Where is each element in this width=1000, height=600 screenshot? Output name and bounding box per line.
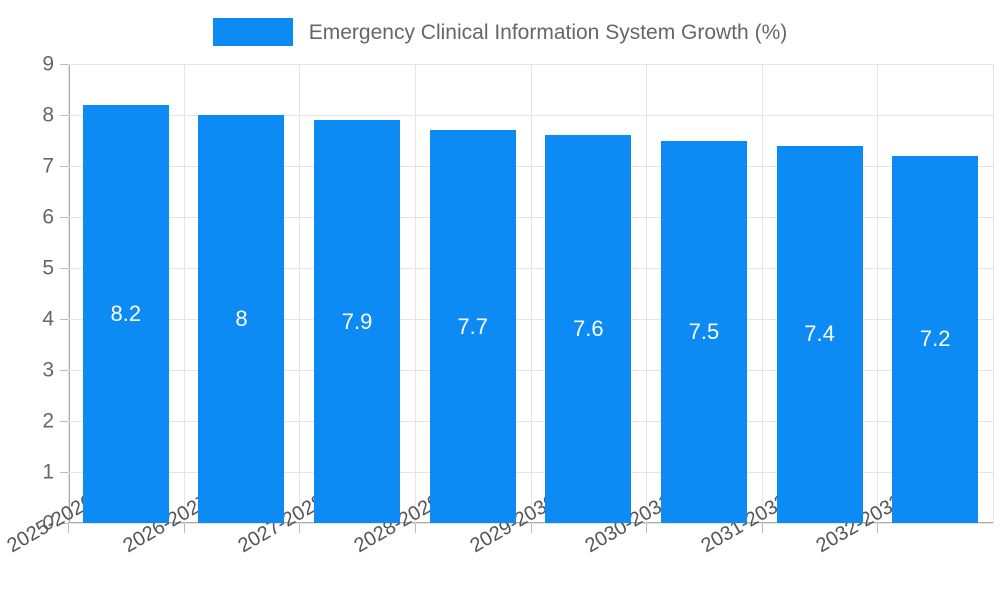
- y-axis-tick-mark: [60, 472, 68, 473]
- y-axis-line: [68, 64, 70, 523]
- gridline-vertical: [299, 64, 301, 523]
- y-axis-tick-label: 7: [42, 154, 54, 178]
- x-axis-tick-mark: [877, 523, 879, 533]
- y-axis-tick-label: 9: [42, 52, 54, 76]
- gridline-vertical: [183, 64, 185, 523]
- y-axis-tick-label: 3: [42, 358, 54, 382]
- gridline-vertical: [530, 64, 532, 523]
- y-axis-tick-label: 0: [42, 511, 54, 535]
- legend-item-series-1[interactable]: Emergency Clinical Information System Gr…: [212, 18, 788, 46]
- bar-slot: 7.2: [877, 64, 993, 523]
- y-axis-tick-label: 6: [42, 205, 54, 229]
- gridline-vertical: [761, 64, 763, 523]
- y-axis-tick-label: 5: [42, 256, 54, 280]
- bar-slot: 7.6: [531, 64, 647, 523]
- bar-slot: 8.2: [68, 64, 184, 523]
- y-axis-tick-mark: [60, 370, 68, 371]
- y-axis-tick-label: 4: [42, 307, 54, 331]
- x-axis-tick-mark: [68, 523, 69, 533]
- y-axis-tick-mark: [60, 115, 68, 116]
- legend-label-series-1: Emergency Clinical Information System Gr…: [308, 20, 788, 44]
- bar[interactable]: [892, 155, 979, 523]
- y-axis-tick-mark: [60, 268, 68, 269]
- gridline-vertical: [646, 64, 648, 523]
- gridline-vertical: [993, 64, 994, 523]
- x-axis-tick-mark: [761, 523, 763, 533]
- bar-value-label: 7.5: [688, 318, 720, 344]
- bar-value-label: 8: [235, 306, 248, 331]
- bar[interactable]: [776, 145, 863, 523]
- y-axis-tick-mark: [60, 166, 68, 167]
- bar-slot: 7.5: [646, 64, 762, 523]
- gridline-vertical: [68, 64, 69, 523]
- bar[interactable]: [429, 130, 516, 523]
- y-axis-tick-mark: [60, 217, 68, 218]
- x-axis-tick-mark: [299, 523, 301, 533]
- y-axis-tick-mark: [60, 64, 68, 65]
- y-axis-tick-mark: [60, 523, 68, 524]
- y-axis-tick-mark: [60, 319, 68, 320]
- bar[interactable]: [545, 135, 632, 523]
- bar-slot: 7.7: [415, 64, 531, 523]
- y-axis-tick-label: 8: [42, 103, 54, 127]
- bar-slot: 8: [184, 64, 300, 523]
- bar[interactable]: [314, 120, 401, 523]
- y-axis-tick-mark: [60, 421, 68, 422]
- gridline-vertical: [877, 64, 879, 523]
- x-axis-tick-mark: [183, 523, 185, 533]
- y-axis-tick-label: 1: [42, 460, 54, 484]
- bar-slot: 7.4: [762, 64, 878, 523]
- bar-slot: 7.9: [299, 64, 415, 523]
- bars-layer: 8.2 8 7.9 7.7 7.6 7.5 7.4 7.2: [68, 64, 993, 523]
- bar[interactable]: [198, 115, 285, 523]
- x-axis-tick-mark: [646, 523, 648, 533]
- y-axis-tick-label: 2: [42, 409, 54, 433]
- bar-value-label: 8.2: [110, 300, 142, 326]
- bar-value-label: 7.4: [804, 321, 835, 347]
- bar-value-label: 7.2: [919, 326, 951, 352]
- x-axis-tick-mark: [414, 523, 416, 533]
- bar-value-label: 7.6: [573, 316, 604, 342]
- chart-legend: Emergency Clinical Information System Gr…: [0, 14, 1000, 50]
- legend-swatch-icon[interactable]: [212, 18, 293, 46]
- gridline-vertical: [414, 64, 416, 523]
- x-axis-tick-mark: [530, 523, 532, 533]
- bar-value-label: 7.9: [341, 308, 373, 334]
- bar[interactable]: [660, 140, 747, 523]
- bar-value-label: 7.7: [457, 313, 488, 339]
- bar[interactable]: [82, 104, 169, 523]
